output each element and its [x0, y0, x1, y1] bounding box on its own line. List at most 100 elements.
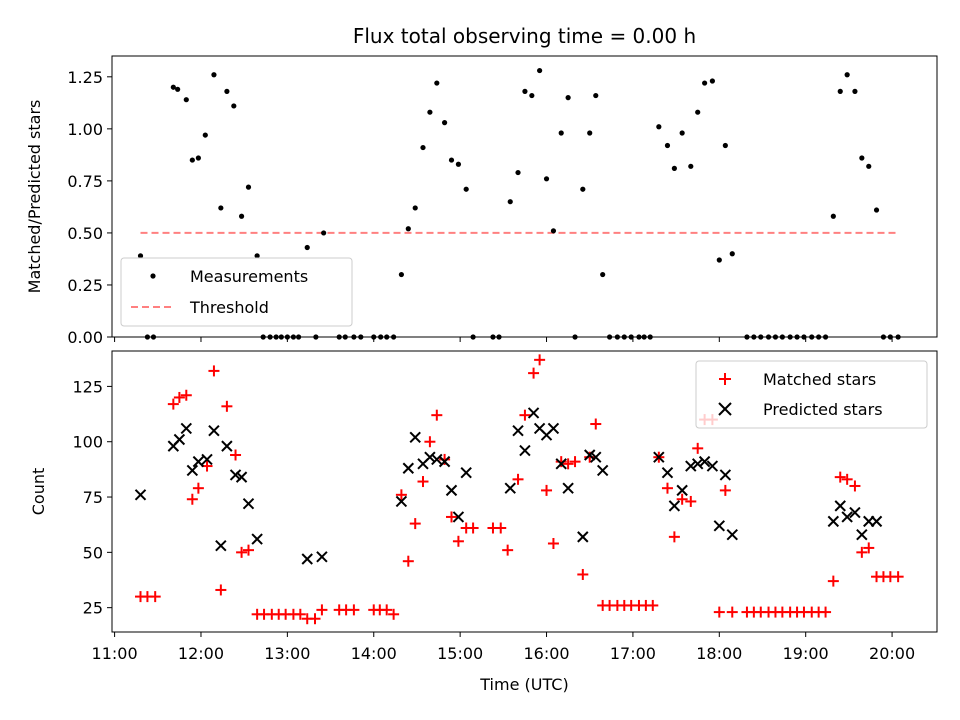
measurement-point — [434, 80, 440, 86]
x-tick-label: 16:00 — [523, 644, 569, 663]
matched-star-point — [713, 606, 725, 618]
matched-star-point — [348, 604, 360, 616]
legend-predicted-label: Predicted stars — [763, 400, 883, 419]
matched-star-point — [388, 608, 400, 620]
predicted-star-point — [676, 484, 688, 497]
count-y-axis: 25 50 75 100 125 — [72, 377, 112, 618]
measurement-point — [656, 124, 662, 130]
matched-star-point — [221, 400, 233, 412]
measurement-point — [175, 86, 181, 92]
chart-title: Flux total observing time = 0.00 h — [353, 24, 696, 48]
ratio-plot-frame — [111, 55, 938, 338]
predicted-star-point — [668, 500, 681, 512]
matched-star-point — [676, 493, 688, 505]
matched-star-point — [834, 471, 846, 483]
x-tick-label: 14:00 — [351, 644, 397, 663]
matched-star-point — [841, 473, 853, 485]
predicted-star-point — [316, 551, 328, 563]
predicted-star-point — [698, 455, 711, 468]
measurement-point — [202, 132, 208, 138]
matched-star-point — [692, 442, 704, 454]
measurement-point — [170, 84, 176, 90]
matched-star-point — [424, 436, 436, 448]
measurement-point — [722, 142, 728, 149]
measurement-point — [852, 88, 858, 94]
matched-star-point — [495, 522, 507, 534]
ratio-x-axis — [114, 337, 893, 342]
matched-star-point — [849, 480, 861, 492]
measurement-point — [558, 130, 564, 136]
measurement-point — [218, 205, 224, 211]
measurement-point — [873, 207, 880, 213]
matched-star-point — [856, 546, 868, 558]
matched-star-point — [409, 518, 421, 530]
predicted-star-point — [555, 458, 567, 470]
predicted-star-point — [512, 424, 524, 437]
predicted-star-point — [870, 515, 883, 528]
x-tick-label: 18:00 — [696, 644, 742, 663]
predicted-star-point — [395, 495, 408, 508]
predicted-star-point — [301, 553, 313, 565]
measurement-point — [254, 253, 260, 259]
matched-star-point — [519, 409, 531, 421]
predicted-star-point — [173, 433, 186, 446]
measurement-point — [837, 88, 843, 94]
measurement-point — [463, 186, 469, 192]
measurement-point — [529, 92, 535, 99]
measurement-point — [716, 257, 722, 263]
measurement-point — [427, 109, 433, 115]
measurement-point — [600, 271, 606, 278]
ratio-y-axis-label: Matched/Predicted stars — [25, 100, 44, 294]
matched-star-point — [192, 482, 204, 494]
legend-predicted-marker — [718, 402, 732, 416]
measurement-point — [231, 103, 237, 109]
matched-star-point — [208, 365, 220, 377]
matched-star-point — [820, 606, 832, 618]
measurement-point — [398, 271, 404, 278]
matched-star-point — [417, 476, 429, 488]
matched-star-point — [547, 537, 559, 549]
predicted-star-point — [653, 451, 665, 463]
measurement-point — [709, 78, 715, 84]
predicted-star-point — [251, 533, 263, 545]
predicted-star-point — [691, 458, 704, 470]
predicted-star-point — [438, 455, 451, 468]
predicted-star-point — [215, 540, 227, 552]
measurement-point — [679, 130, 685, 136]
legend-measurements-marker — [150, 273, 156, 279]
predicted-star-point — [235, 471, 248, 483]
measurement-point — [587, 130, 593, 136]
matched-star-point — [294, 608, 306, 620]
matched-star-point — [512, 473, 524, 485]
measurement-point — [211, 72, 217, 78]
measurement-point — [238, 213, 245, 219]
predicted-star-point — [229, 469, 242, 481]
matched-star-point — [562, 458, 574, 470]
matched-star-point — [180, 389, 192, 401]
count-y-tick-label: 100 — [72, 433, 103, 452]
measurement-point — [522, 88, 528, 94]
predicted-star-point — [180, 422, 193, 435]
ratio-y-tick-label: 0.00 — [67, 328, 103, 347]
measurement-point — [455, 161, 462, 167]
matched-star-point — [467, 522, 479, 534]
measurement-point — [183, 97, 189, 103]
predicted-star-point — [661, 466, 674, 479]
predicted-star-point — [402, 462, 415, 474]
measurement-point — [195, 155, 201, 161]
ratio-y-tick-label: 0.75 — [67, 172, 103, 191]
measurement-point — [565, 95, 571, 101]
count-plot-frame — [111, 350, 938, 633]
measurement-point — [830, 213, 836, 219]
matched-star-point — [502, 544, 514, 556]
matched-star-point — [167, 398, 179, 410]
predicted-star-point — [590, 451, 602, 463]
measurement-point — [441, 120, 448, 126]
matched-star-point — [892, 571, 904, 583]
count-y-tick-label: 75 — [83, 488, 103, 507]
x-axis-label: Time (UTC) — [479, 675, 568, 694]
matched-star-point — [439, 453, 451, 465]
matched-star-point — [395, 489, 407, 501]
measurement-point — [688, 163, 694, 169]
